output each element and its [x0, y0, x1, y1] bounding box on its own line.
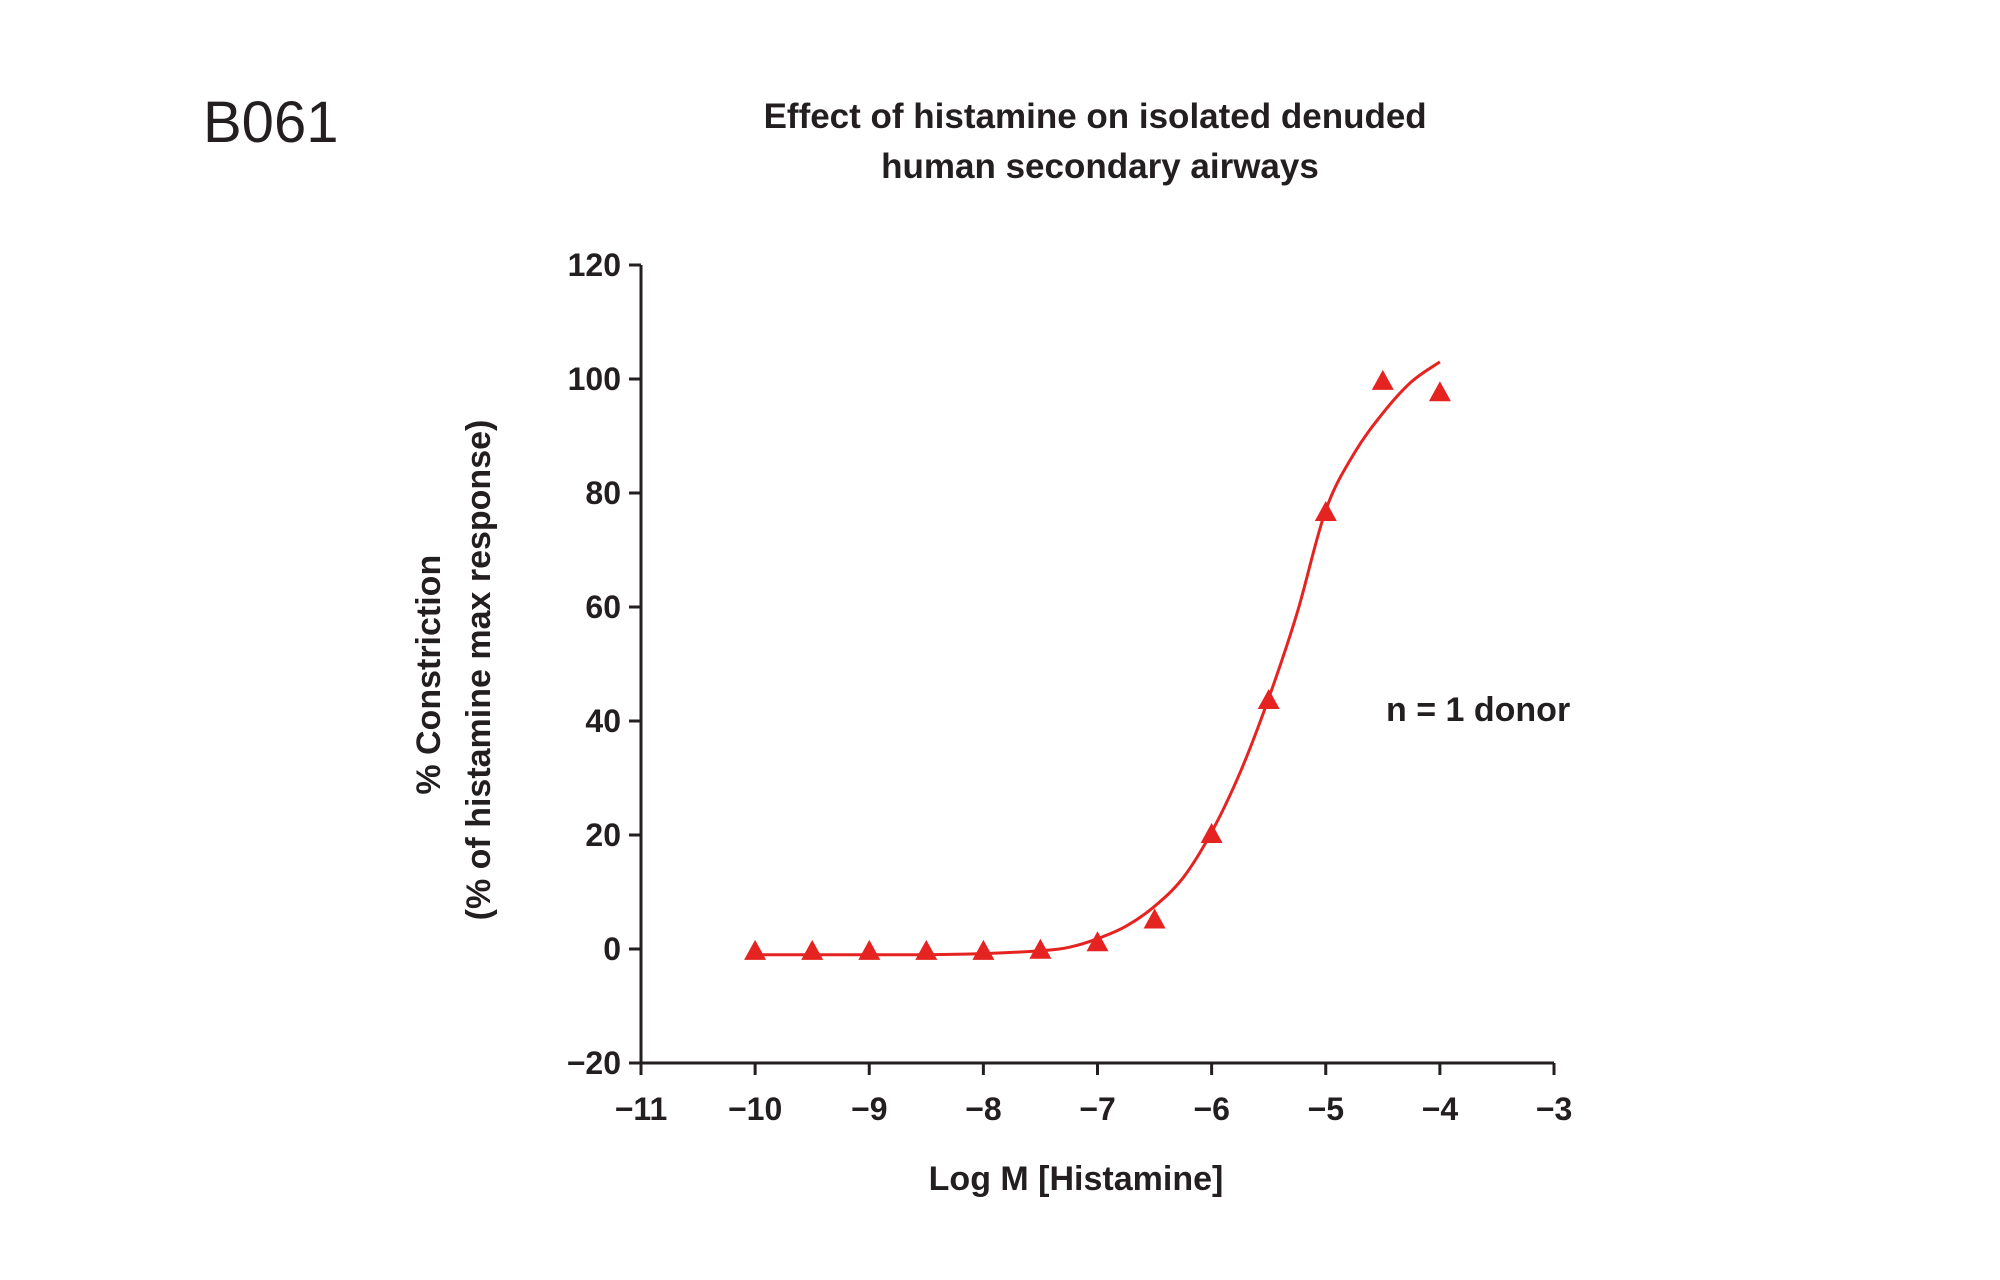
x-tick-label: −5: [1308, 1091, 1344, 1127]
fit-curve: [755, 360, 1441, 957]
data-point-triangle: [801, 939, 824, 960]
axes: −11 −10 −9 −8 −7 −6 −5 −4 −3 −20 0 20 40 60 80 100 120: [567, 247, 1573, 1127]
y-axis-title: % Constriction (% of histamine max respo…: [410, 420, 498, 921]
x-tick-label: −4: [1422, 1091, 1459, 1127]
y-tick-label: 40: [585, 703, 621, 739]
x-tick-label: −10: [728, 1091, 782, 1127]
x-tick-label: −11: [615, 1091, 668, 1127]
y-axis-title-line-2: (% of histamine max response): [460, 420, 498, 921]
x-tick-label: −8: [965, 1091, 1001, 1127]
data-point-triangle: [1029, 938, 1052, 959]
y-tick-label: −20: [567, 1045, 621, 1081]
x-tick-label: −6: [1193, 1091, 1229, 1127]
data-point-triangle: [858, 939, 881, 960]
y-tick-label: 20: [585, 817, 621, 853]
chart-title: Effect of histamine on isolated denuded …: [764, 97, 1437, 186]
y-tick-label: 0: [603, 931, 621, 967]
y-axis-title-line-1: % Constriction: [410, 555, 448, 795]
x-axis-title: Log M [Histamine]: [929, 1160, 1224, 1198]
data-point-triangle: [972, 939, 995, 960]
panel-label: B061: [203, 90, 338, 155]
y-tick-label: 120: [568, 247, 621, 283]
data-point-triangle: [1314, 501, 1337, 521]
x-tick-label: −9: [851, 1091, 887, 1127]
data-point-triangle: [1086, 931, 1109, 952]
data-point-triangle: [1428, 381, 1451, 402]
fit-curve-layer: [755, 360, 1441, 957]
data-point-triangle: [1257, 689, 1280, 709]
svg-text:% Constriction (% of his: % Constriction (% of histamine max respo…: [410, 420, 498, 921]
y-tick-label: 80: [585, 475, 621, 511]
data-point-triangle: [1371, 369, 1394, 390]
data-point-triangle: [1200, 823, 1223, 843]
x-tick-label: −7: [1079, 1091, 1115, 1127]
y-tick-label: 100: [568, 361, 621, 397]
y-tick-label: 60: [585, 589, 621, 625]
data-point-triangle: [915, 939, 938, 960]
chart-title-line-1: Effect of histamine on isolated denuded: [764, 97, 1427, 136]
data-points-layer: [744, 369, 1451, 960]
donor-count-annotation: n = 1 donor: [1386, 691, 1570, 729]
data-point-triangle: [744, 939, 767, 960]
x-tick-label: −3: [1536, 1091, 1572, 1127]
chart-title-line-2: human secondary airways: [881, 147, 1319, 186]
data-point-triangle: [1143, 908, 1166, 929]
